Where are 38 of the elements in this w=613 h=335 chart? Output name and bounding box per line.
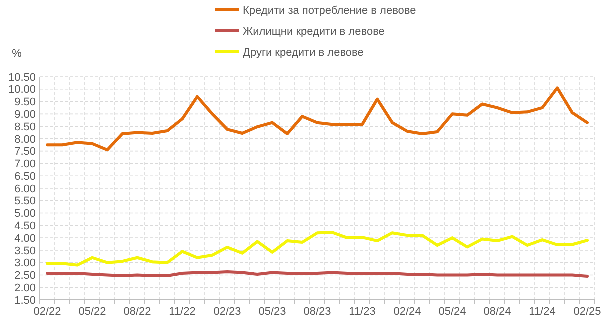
y-tick-label: 1.50 — [14, 294, 36, 307]
legend-label: Жилищни кредити в левове — [243, 26, 385, 38]
y-tick-label: 10.50 — [8, 72, 36, 84]
x-tick-label: 02/22 — [34, 306, 62, 318]
x-tick-label: 02/23 — [214, 306, 242, 318]
y-tick-label: 4.50 — [14, 220, 36, 233]
x-tick-label: 08/23 — [304, 306, 332, 318]
y-tick-label: 3.50 — [14, 245, 36, 258]
y-tick-label: 3.00 — [14, 258, 36, 270]
x-tick-label: 02/24 — [394, 306, 422, 318]
line-series — [46, 86, 589, 152]
x-tick-label: 02/25 — [574, 306, 602, 318]
y-tick-label: 9.00 — [14, 109, 36, 122]
y-tick-label: 7.00 — [14, 158, 36, 171]
y-tick-label: 5.50 — [14, 196, 36, 208]
y-tick-label: 7.50 — [14, 146, 36, 158]
x-tick-label: 05/22 — [78, 306, 106, 318]
y-tick-label: 2.50 — [14, 270, 36, 282]
x-tick-label: 05/24 — [438, 306, 466, 318]
y-tick-label: 8.00 — [14, 134, 36, 146]
legend-label: Други кредити в левове — [243, 46, 364, 59]
line-series — [46, 231, 589, 267]
y-tick-label: 8.50 — [14, 121, 36, 134]
y-tick-label: 6.00 — [14, 183, 36, 196]
x-tick-label: 08/24 — [484, 306, 512, 318]
x-tick-label: 08/22 — [124, 306, 152, 318]
y-axis-title: % — [12, 48, 22, 60]
legend-label: Кредити за потребление в левове — [243, 4, 416, 17]
x-tick-label: 11/24 — [529, 306, 556, 318]
x-tick-label: 05/23 — [258, 306, 286, 318]
y-tick-label: 4.00 — [14, 232, 36, 245]
y-tick-label: 6.50 — [14, 170, 36, 183]
y-tick-label: 2.00 — [14, 282, 36, 294]
y-tick-label: 9.50 — [14, 96, 36, 109]
x-tick-label: 11/23 — [349, 306, 376, 318]
x-tick-label: 11/22 — [169, 306, 196, 318]
y-tick-label: 5.00 — [14, 208, 36, 220]
y-tick-label: 10.00 — [8, 84, 36, 96]
